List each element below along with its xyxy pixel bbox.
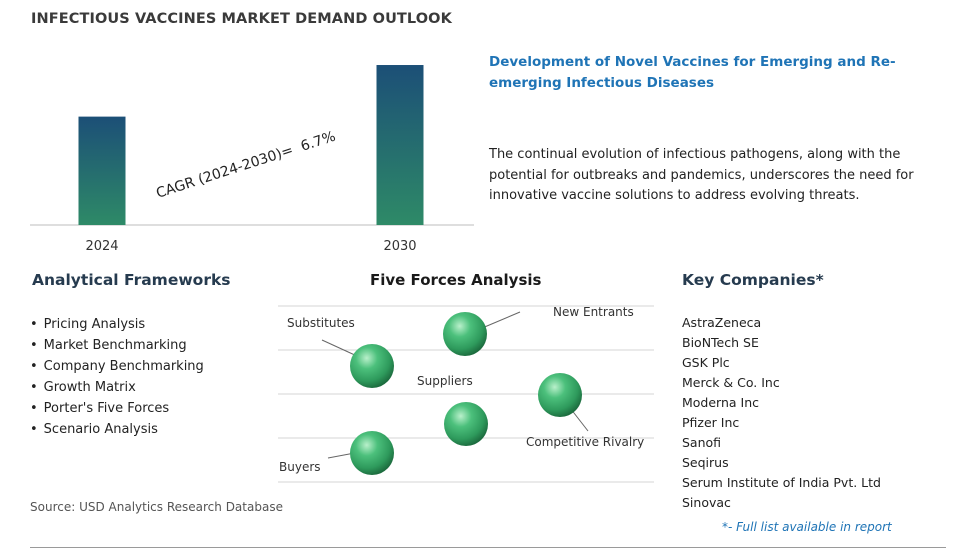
highlight-title: Development of Novel Vaccines for Emergi… [489, 54, 896, 91]
force-label-substitutes: Substitutes [287, 316, 355, 330]
full-list-note: *- Full list available in report [722, 520, 892, 534]
frameworks-title: Analytical Frameworks [32, 271, 231, 289]
frameworks-list: Pricing Analysis Market Benchmarking Com… [30, 314, 204, 440]
sphere-substitutes [350, 344, 394, 388]
list-item: Company Benchmarking [30, 356, 204, 377]
list-item: GSK Plc [682, 355, 730, 370]
list-item: Serum Institute of India Pvt. Ltd [682, 475, 881, 490]
list-item: Scenario Analysis [30, 419, 204, 440]
sphere-new-entrants [443, 312, 487, 356]
bar-2030 [376, 65, 424, 225]
tick-label-2030: 2030 [383, 239, 416, 254]
source-note: Source: USD Analytics Research Database [30, 500, 283, 514]
list-item: Sinovac [682, 495, 731, 510]
list-item: Moderna Inc [682, 395, 760, 410]
sphere-competitive-rivalry [538, 373, 582, 417]
cagr-annotation: CAGR (2024-2030)= 6.7% [154, 129, 337, 202]
force-label-competitive-rivalry: Competitive Rivalry [526, 435, 645, 449]
list-item: BioNTech SE [682, 335, 759, 350]
bar-2024 [78, 116, 126, 225]
force-label-new-entrants: New Entrants [553, 305, 634, 319]
highlight-body: The continual evolution of infectious pa… [489, 147, 914, 203]
force-label-buyers: Buyers [279, 460, 321, 474]
market-bar-chart: 2024 2030 CAGR (2024-2030)= 6.7% [30, 65, 474, 254]
bottom-divider [30, 547, 946, 548]
companies-list: AstraZeneca BioNTech SE GSK Plc Merck & … [682, 313, 881, 513]
list-item: Growth Matrix [30, 377, 204, 398]
force-label-suppliers: Suppliers [417, 374, 473, 388]
companies-title: Key Companies* [682, 271, 824, 289]
sphere-suppliers [444, 402, 488, 446]
five-forces-title: Five Forces Analysis [370, 271, 542, 289]
list-item: Porter's Five Forces [30, 398, 204, 419]
list-item: Pricing Analysis [30, 314, 204, 335]
list-item: Merck & Co. Inc [682, 375, 780, 390]
list-item: Pfizer Inc [682, 415, 740, 430]
page-title: INFECTIOUS VACCINES MARKET DEMAND OUTLOO… [31, 11, 452, 27]
list-item: Sanofi [682, 435, 722, 450]
list-item: AstraZeneca [682, 315, 762, 330]
list-item: Market Benchmarking [30, 335, 204, 356]
five-forces-diagram [278, 305, 654, 483]
list-item: Seqirus [682, 455, 729, 470]
sphere-buyers [350, 431, 394, 475]
tick-label-2024: 2024 [85, 239, 118, 254]
